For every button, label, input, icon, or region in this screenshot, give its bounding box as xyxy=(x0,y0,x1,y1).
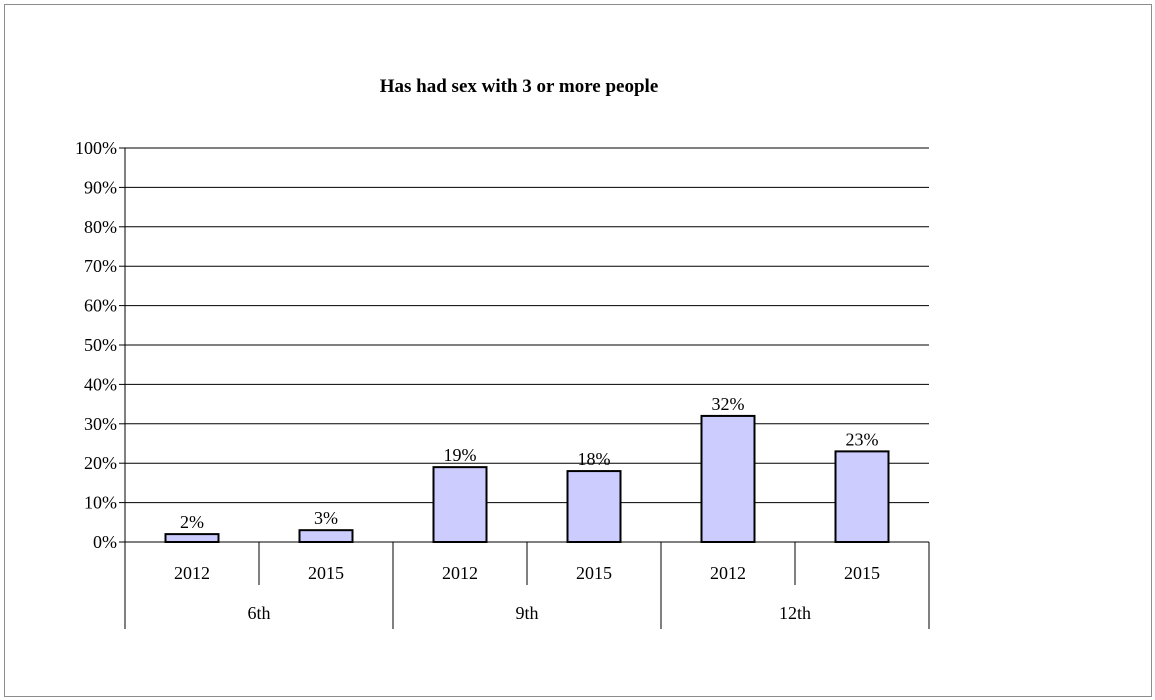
chart-frame: Has had sex with 3 or more people 0% 10% 2… xyxy=(4,4,1152,697)
x-group-label: 6th xyxy=(247,603,270,623)
data-label: 32% xyxy=(712,394,745,414)
x-tick-label: 2015 xyxy=(576,563,612,583)
y-tick-label: 20% xyxy=(84,453,117,473)
y-tick-label: 60% xyxy=(84,296,117,316)
chart-title: Has had sex with 3 or more people xyxy=(380,76,659,97)
bar xyxy=(566,470,622,543)
data-labels: 2% 3% 19% 18% 32% 23% xyxy=(180,394,879,532)
data-label: 2% xyxy=(180,512,204,532)
y-tick-label: 100% xyxy=(75,138,117,158)
x-tick-label: 2015 xyxy=(308,563,344,583)
y-tick-label: 30% xyxy=(84,414,117,434)
x-group-label: 12th xyxy=(779,603,811,623)
bar-chart: Has had sex with 3 or more people 0% 10% 2… xyxy=(75,76,930,629)
data-label: 23% xyxy=(846,429,879,449)
x-tick-label: 2015 xyxy=(844,563,880,583)
y-tick-label: 80% xyxy=(84,217,117,237)
y-tick-label: 40% xyxy=(84,374,117,394)
x-tick-label: 2012 xyxy=(710,563,746,583)
x-tick-label: 2012 xyxy=(174,563,210,583)
data-label: 18% xyxy=(578,449,611,469)
y-tick-label: 10% xyxy=(84,493,117,513)
gridlines xyxy=(125,147,929,504)
bars xyxy=(164,414,890,544)
bar xyxy=(164,533,220,543)
x-tick-label: 2012 xyxy=(442,563,478,583)
bar xyxy=(700,414,756,544)
y-tick-label: 50% xyxy=(84,335,117,355)
data-label: 3% xyxy=(314,508,338,528)
axes: 0% 10% 20% 30% 40% 50% 60% 70% 80% 90% 100% 2012 201… xyxy=(75,138,930,629)
bar xyxy=(834,450,890,544)
bar xyxy=(298,529,354,543)
y-tick-label: 90% xyxy=(84,177,117,197)
data-label: 19% xyxy=(444,445,477,465)
y-tick-label: 0% xyxy=(93,532,117,552)
y-tick-label: 70% xyxy=(84,256,117,276)
x-group-label: 9th xyxy=(515,603,538,623)
bar xyxy=(432,466,488,544)
